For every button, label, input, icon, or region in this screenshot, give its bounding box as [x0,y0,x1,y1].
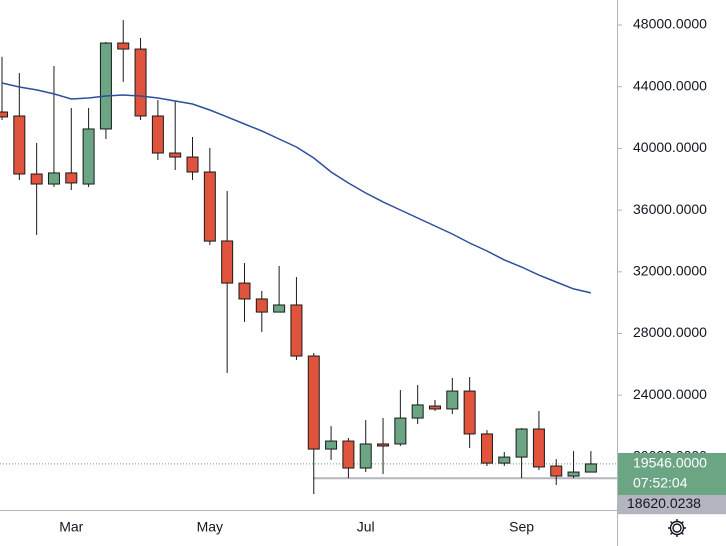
x-tick-label: Mar [59,519,83,535]
gear-teeth [668,519,686,537]
price-axis: 20000.000024000.000028000.000032000.0000… [617,16,726,515]
x-tick-label: May [197,519,223,535]
candle-body [584,463,597,473]
plot-area [0,20,617,494]
candle-body [238,282,251,300]
candle-body [515,428,528,458]
candle-body [186,156,199,173]
candle-body [221,240,234,284]
candle-body [203,171,216,242]
candle-body [169,152,182,158]
candle-body [532,428,545,468]
y-tick-label: 40000.0000 [633,139,707,155]
y-tick-label: 24000.0000 [633,386,707,402]
candle-body [273,304,286,313]
y-tick-label: 48000.0000 [633,16,707,32]
x-tick-label: Sep [509,519,534,535]
candle-body [567,471,580,477]
candle-body [429,405,441,410]
countdown-label: 07:52:04 [633,475,688,491]
level-label: 18620.0238 [627,495,701,511]
candle-body [359,443,372,469]
candle-body [134,48,147,117]
candle-body [30,173,43,185]
candle-body [463,390,476,435]
settings-icon[interactable] [668,519,686,537]
gear-center [672,523,682,533]
gear-ring [669,520,685,536]
x-tick-label: Jul [357,519,375,535]
candle-body [480,433,493,464]
y-tick-label: 44000.0000 [633,77,707,93]
candle-body [411,404,424,419]
candle-body [394,417,407,445]
candle-body [307,355,320,450]
candle-body [151,115,164,154]
candle-body [498,456,511,464]
candle-body [446,390,459,410]
candle-body [342,440,355,469]
candle-body [0,111,8,118]
candle-body [290,304,303,357]
candle-body [47,172,60,185]
candle-body [550,465,563,477]
candle-body [255,298,268,313]
candle-body [377,443,390,447]
moving-average-line [1,82,592,294]
candle-body [117,42,130,50]
y-tick-label: 32000.0000 [633,263,707,279]
last-price-box [618,452,726,495]
candle-body [325,440,338,450]
level-label-box [618,494,726,515]
y-tick-label: 36000.0000 [633,201,707,217]
y-tick-label: 28000.0000 [633,324,707,340]
candle-body [13,115,26,175]
candle-body [82,128,95,185]
candle-body [65,172,78,184]
candle-body [99,42,112,130]
last-price-label: 19546.0000 [633,455,707,471]
